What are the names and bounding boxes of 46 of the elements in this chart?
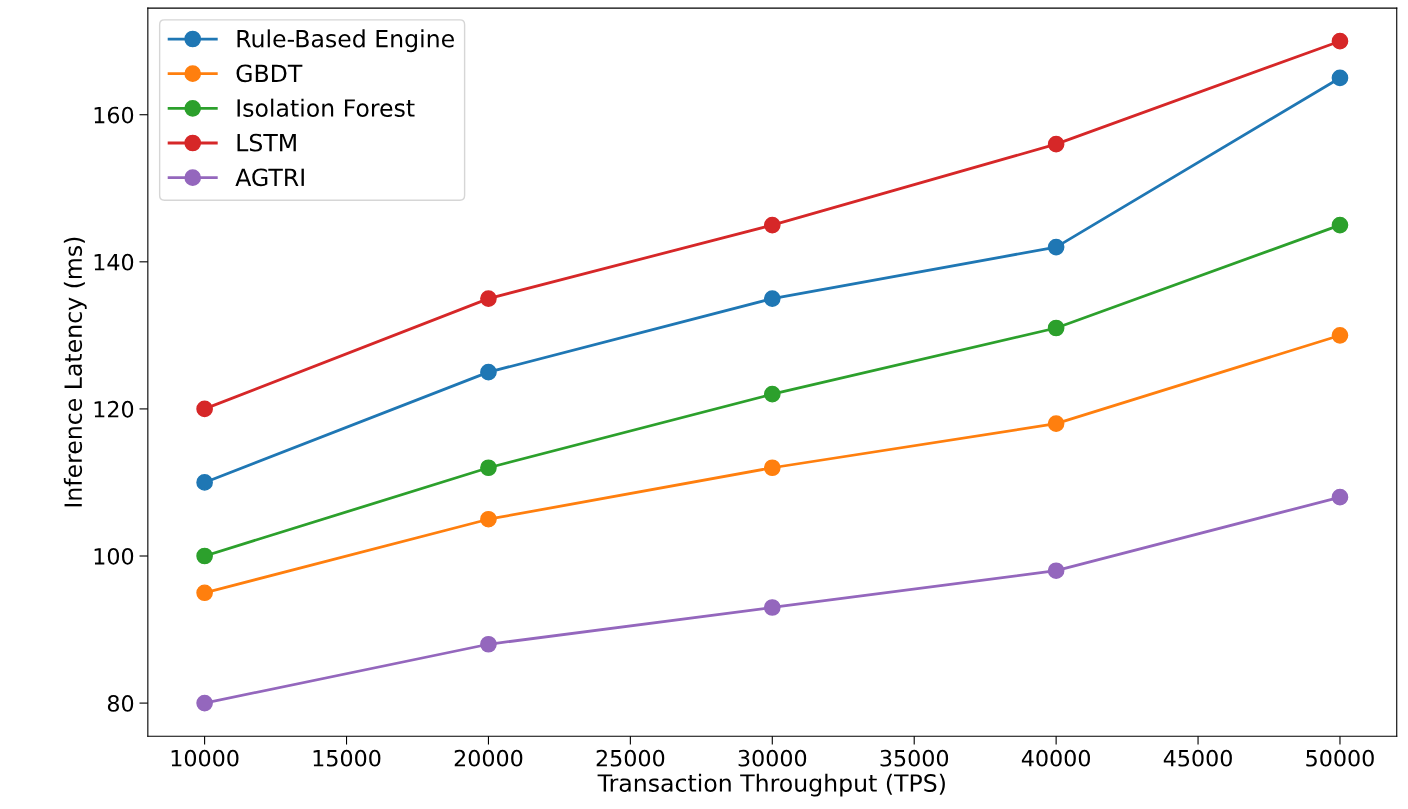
x-tick-label: 25000 <box>596 749 665 767</box>
point <box>763 216 781 234</box>
point <box>1047 319 1065 337</box>
point <box>763 599 781 616</box>
point <box>480 459 497 477</box>
point <box>1331 32 1349 50</box>
y-tick-label: 100 <box>94 547 134 565</box>
point <box>1331 488 1349 506</box>
x-tick-label: 15000 <box>313 749 381 767</box>
y-tick-label: 80 <box>107 695 134 712</box>
point <box>196 400 213 418</box>
legend-label: AGTRI <box>235 168 304 187</box>
point <box>480 290 497 307</box>
y-tick-label: 160 <box>94 106 134 124</box>
x-tick-label: 45000 <box>1163 749 1232 767</box>
point <box>763 385 781 403</box>
legend-label: Rule-Based Engine <box>237 29 454 53</box>
point <box>1047 238 1065 256</box>
x-tick-label: 35000 <box>880 749 949 767</box>
point <box>196 694 213 712</box>
point <box>480 363 497 381</box>
x-tick-label: 10000 <box>171 749 239 767</box>
y-tick-label: 140 <box>94 253 134 271</box>
point <box>1047 135 1065 153</box>
point <box>196 584 213 602</box>
x-axis-title: Transaction Throughput (TPS) <box>597 773 945 797</box>
point <box>1331 69 1349 87</box>
x-tick-label: 20000 <box>454 749 523 767</box>
point <box>763 459 781 477</box>
point <box>1331 327 1349 344</box>
legend-label: Isolation Forest <box>237 98 415 117</box>
x-tick-label: 50000 <box>1306 749 1374 767</box>
point <box>196 474 213 491</box>
point <box>1331 216 1349 234</box>
point <box>480 635 497 653</box>
legend-label: LSTM <box>237 133 296 152</box>
point <box>480 510 497 528</box>
x-tick-label: 30000 <box>738 749 807 767</box>
y-axis-title: Inference Latency (ms) <box>63 237 87 507</box>
point <box>196 547 213 565</box>
point <box>1047 415 1065 432</box>
point <box>763 290 781 307</box>
legend-label: GBDT <box>236 64 303 83</box>
x-tick-label: 40000 <box>1021 749 1090 767</box>
y-tick-label: 120 <box>94 400 134 418</box>
point <box>1047 562 1065 580</box>
